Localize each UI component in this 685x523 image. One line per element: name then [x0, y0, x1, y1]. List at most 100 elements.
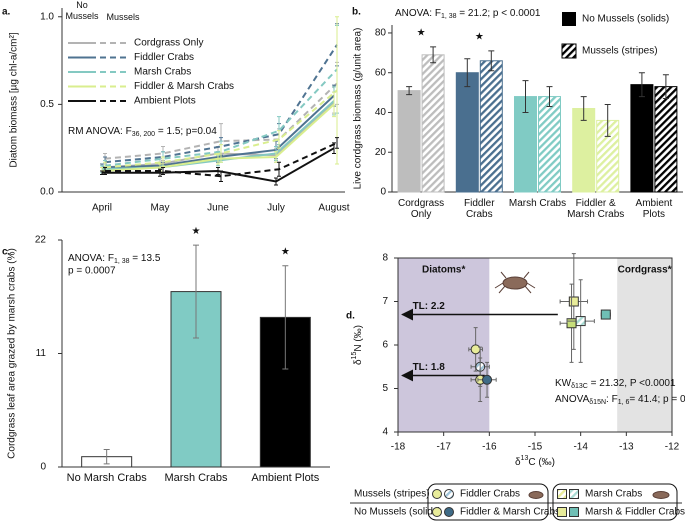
y-tick-label: 0: [40, 462, 46, 473]
region-label: Cordgrass*: [618, 265, 672, 276]
y-axis-label: Cordgrass leaf area grazed by marsh crab…: [7, 248, 18, 459]
annotation: ANOVA: F1, 38 = 13.5: [68, 253, 161, 266]
error-bar: [161, 166, 165, 175]
y-tick-label: 0.0: [40, 187, 54, 198]
stats-text: ANOVAδ15N: F1, 6= 41.4; p = 0.0007: [555, 394, 685, 407]
error-bar: [282, 265, 289, 370]
legend-box: [427, 483, 549, 521]
legend-label: Cordgrass Only: [134, 38, 203, 49]
x-tick-label: Ambient Plots: [251, 472, 320, 484]
text-part: ANOVA: F: [68, 253, 114, 264]
text-part: 1, 38: [114, 258, 130, 265]
legend-row-label: No Mussels (solids): [354, 507, 441, 518]
legend-row-label: Mussels (stripes): [354, 489, 430, 500]
error-bar: [546, 86, 553, 108]
stats-text: KWδ13C = 21.32, P <0.0001: [555, 378, 676, 391]
error-bar: [638, 72, 645, 98]
point: [566, 318, 577, 329]
significance-star: ★: [475, 31, 484, 42]
y-tick-label: 22: [35, 235, 47, 246]
annotation: p = 0.0007: [68, 266, 116, 277]
text-part: 1, 38: [441, 13, 457, 20]
error-bar: [216, 166, 220, 175]
legend-icon: [557, 489, 567, 499]
text-part: N (‰): [353, 325, 364, 352]
x-tick-label: Marsh Crabs: [164, 472, 228, 484]
legend-header: No Mussels: [65, 0, 99, 21]
text-part: = 13.5: [130, 253, 161, 264]
text-part: 15: [351, 352, 358, 360]
significance-star: ★: [281, 246, 290, 257]
bar: [538, 96, 561, 193]
legend-box: [552, 483, 678, 521]
x-tick-label: Marsh Crabs: [508, 198, 567, 209]
x-tick-label: Fiddler Crabs: [463, 198, 495, 220]
significance-star: ★: [192, 226, 201, 237]
annotation: RM ANOVA: F36, 200 = 1.5; p=0.04: [68, 126, 217, 139]
text-part: = 21.32, P <0.0001: [588, 378, 676, 389]
series-line: [104, 82, 338, 160]
error-bar: [522, 80, 529, 113]
text-part: 13: [521, 455, 529, 462]
x-axis-label: δ13C (‰): [515, 455, 555, 467]
arrow-label: TL: 2.2: [413, 301, 446, 312]
text-part: δ: [515, 457, 521, 468]
text-part: RM ANOVA: F: [68, 126, 132, 137]
x-tick-label: Ambient Plots: [635, 198, 673, 220]
region-label: Diatoms*: [422, 265, 465, 276]
panel-label: b.: [352, 7, 361, 18]
y-tick-label: 6: [382, 340, 388, 351]
x-tick-label: -16: [482, 442, 497, 453]
legend-icon: [557, 507, 567, 517]
y-tick-label: 20: [375, 147, 387, 158]
text-part: = 21.2; p < 0.0001: [457, 8, 541, 19]
text-part: δ13C: [571, 383, 588, 390]
text-part: C (‰): [528, 457, 555, 468]
bar: [654, 86, 678, 193]
point: [470, 344, 481, 355]
legend-label: Fiddler Crabs: [460, 489, 520, 500]
text-part: KW: [555, 378, 572, 389]
error-bar: [335, 137, 339, 149]
x-tick-label: May: [151, 203, 170, 214]
text-part: = 1.5; p=0.04: [155, 126, 217, 137]
legend-label: Marsh Crabs: [134, 67, 191, 78]
legend-icon: [444, 507, 454, 517]
error-bar: [103, 166, 107, 175]
text-part: δ15N: [589, 399, 606, 406]
error-bar: [406, 86, 413, 96]
x-tick-label: -17: [436, 442, 451, 453]
text-part: ANOVA: F: [395, 8, 441, 19]
point: [600, 309, 611, 320]
y-tick-label: 80: [375, 28, 387, 39]
error-bar: [488, 50, 495, 72]
bar: [397, 90, 421, 193]
source-region: [617, 258, 672, 432]
error-bar: [219, 144, 223, 163]
bar: [479, 60, 503, 193]
error-bar: [430, 46, 437, 64]
bar: [421, 54, 445, 193]
bar: [630, 84, 654, 193]
legend-label: Fiddler & Marsh Crabs: [460, 507, 560, 518]
error-bar: [277, 161, 281, 177]
x-tick-label: August: [318, 203, 349, 214]
panel-label: d.: [346, 311, 355, 322]
annotation: ANOVA: F1, 38 = 21.2; p < 0.0001: [395, 8, 541, 21]
point: [568, 296, 579, 307]
y-tick-label: 11: [36, 348, 47, 359]
text-part: ANOVA: [555, 394, 590, 405]
legend-label: Fiddler Crabs: [134, 52, 194, 63]
text-part: δ: [353, 359, 364, 365]
x-tick-label: -12: [665, 442, 680, 453]
error-bar: [193, 244, 199, 339]
error-bar: [219, 170, 223, 182]
legend-icon: [432, 489, 442, 499]
legend-icon: [444, 489, 454, 499]
y-tick-label: 0.5: [40, 99, 54, 110]
y-tick-label: 5: [382, 383, 388, 394]
x-tick-label: -18: [391, 442, 406, 453]
significance-star: ★: [417, 28, 426, 39]
